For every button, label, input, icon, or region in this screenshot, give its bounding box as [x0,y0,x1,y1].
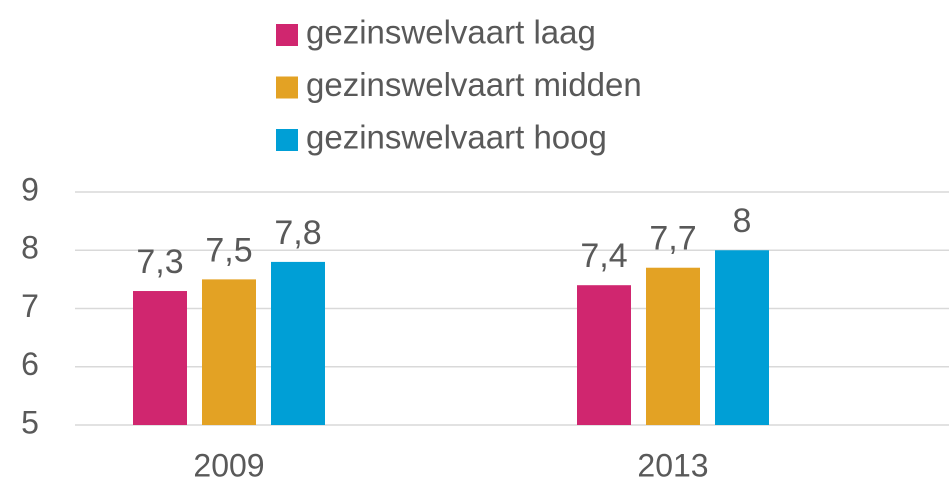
legend-label: gezinswelvaart laag [306,14,596,51]
bar [133,291,187,425]
y-tick-label: 5 [21,404,39,440]
x-tick-label: 2009 [193,447,264,483]
legend-swatch [276,129,298,151]
bar [715,250,769,425]
data-label: 7,5 [205,231,252,269]
bar [646,267,700,425]
y-tick-label: 7 [21,288,39,324]
x-tick-label: 2013 [637,447,708,483]
y-tick-label: 8 [21,230,39,266]
bar [271,261,325,425]
legend-swatch [276,76,298,99]
y-tick-label: 6 [21,346,39,382]
data-label: 7,4 [580,237,627,275]
y-tick-label: 9 [21,171,39,207]
data-label: 8 [733,202,752,240]
bar [577,285,631,425]
legend-label: gezinswelvaart midden [306,66,642,103]
legend-swatch [276,24,298,46]
data-label: 7,8 [274,214,321,252]
bar [202,279,256,425]
data-label: 7,7 [649,220,696,258]
data-label: 7,3 [136,243,183,281]
legend-label: gezinswelvaart hoog [306,119,607,156]
